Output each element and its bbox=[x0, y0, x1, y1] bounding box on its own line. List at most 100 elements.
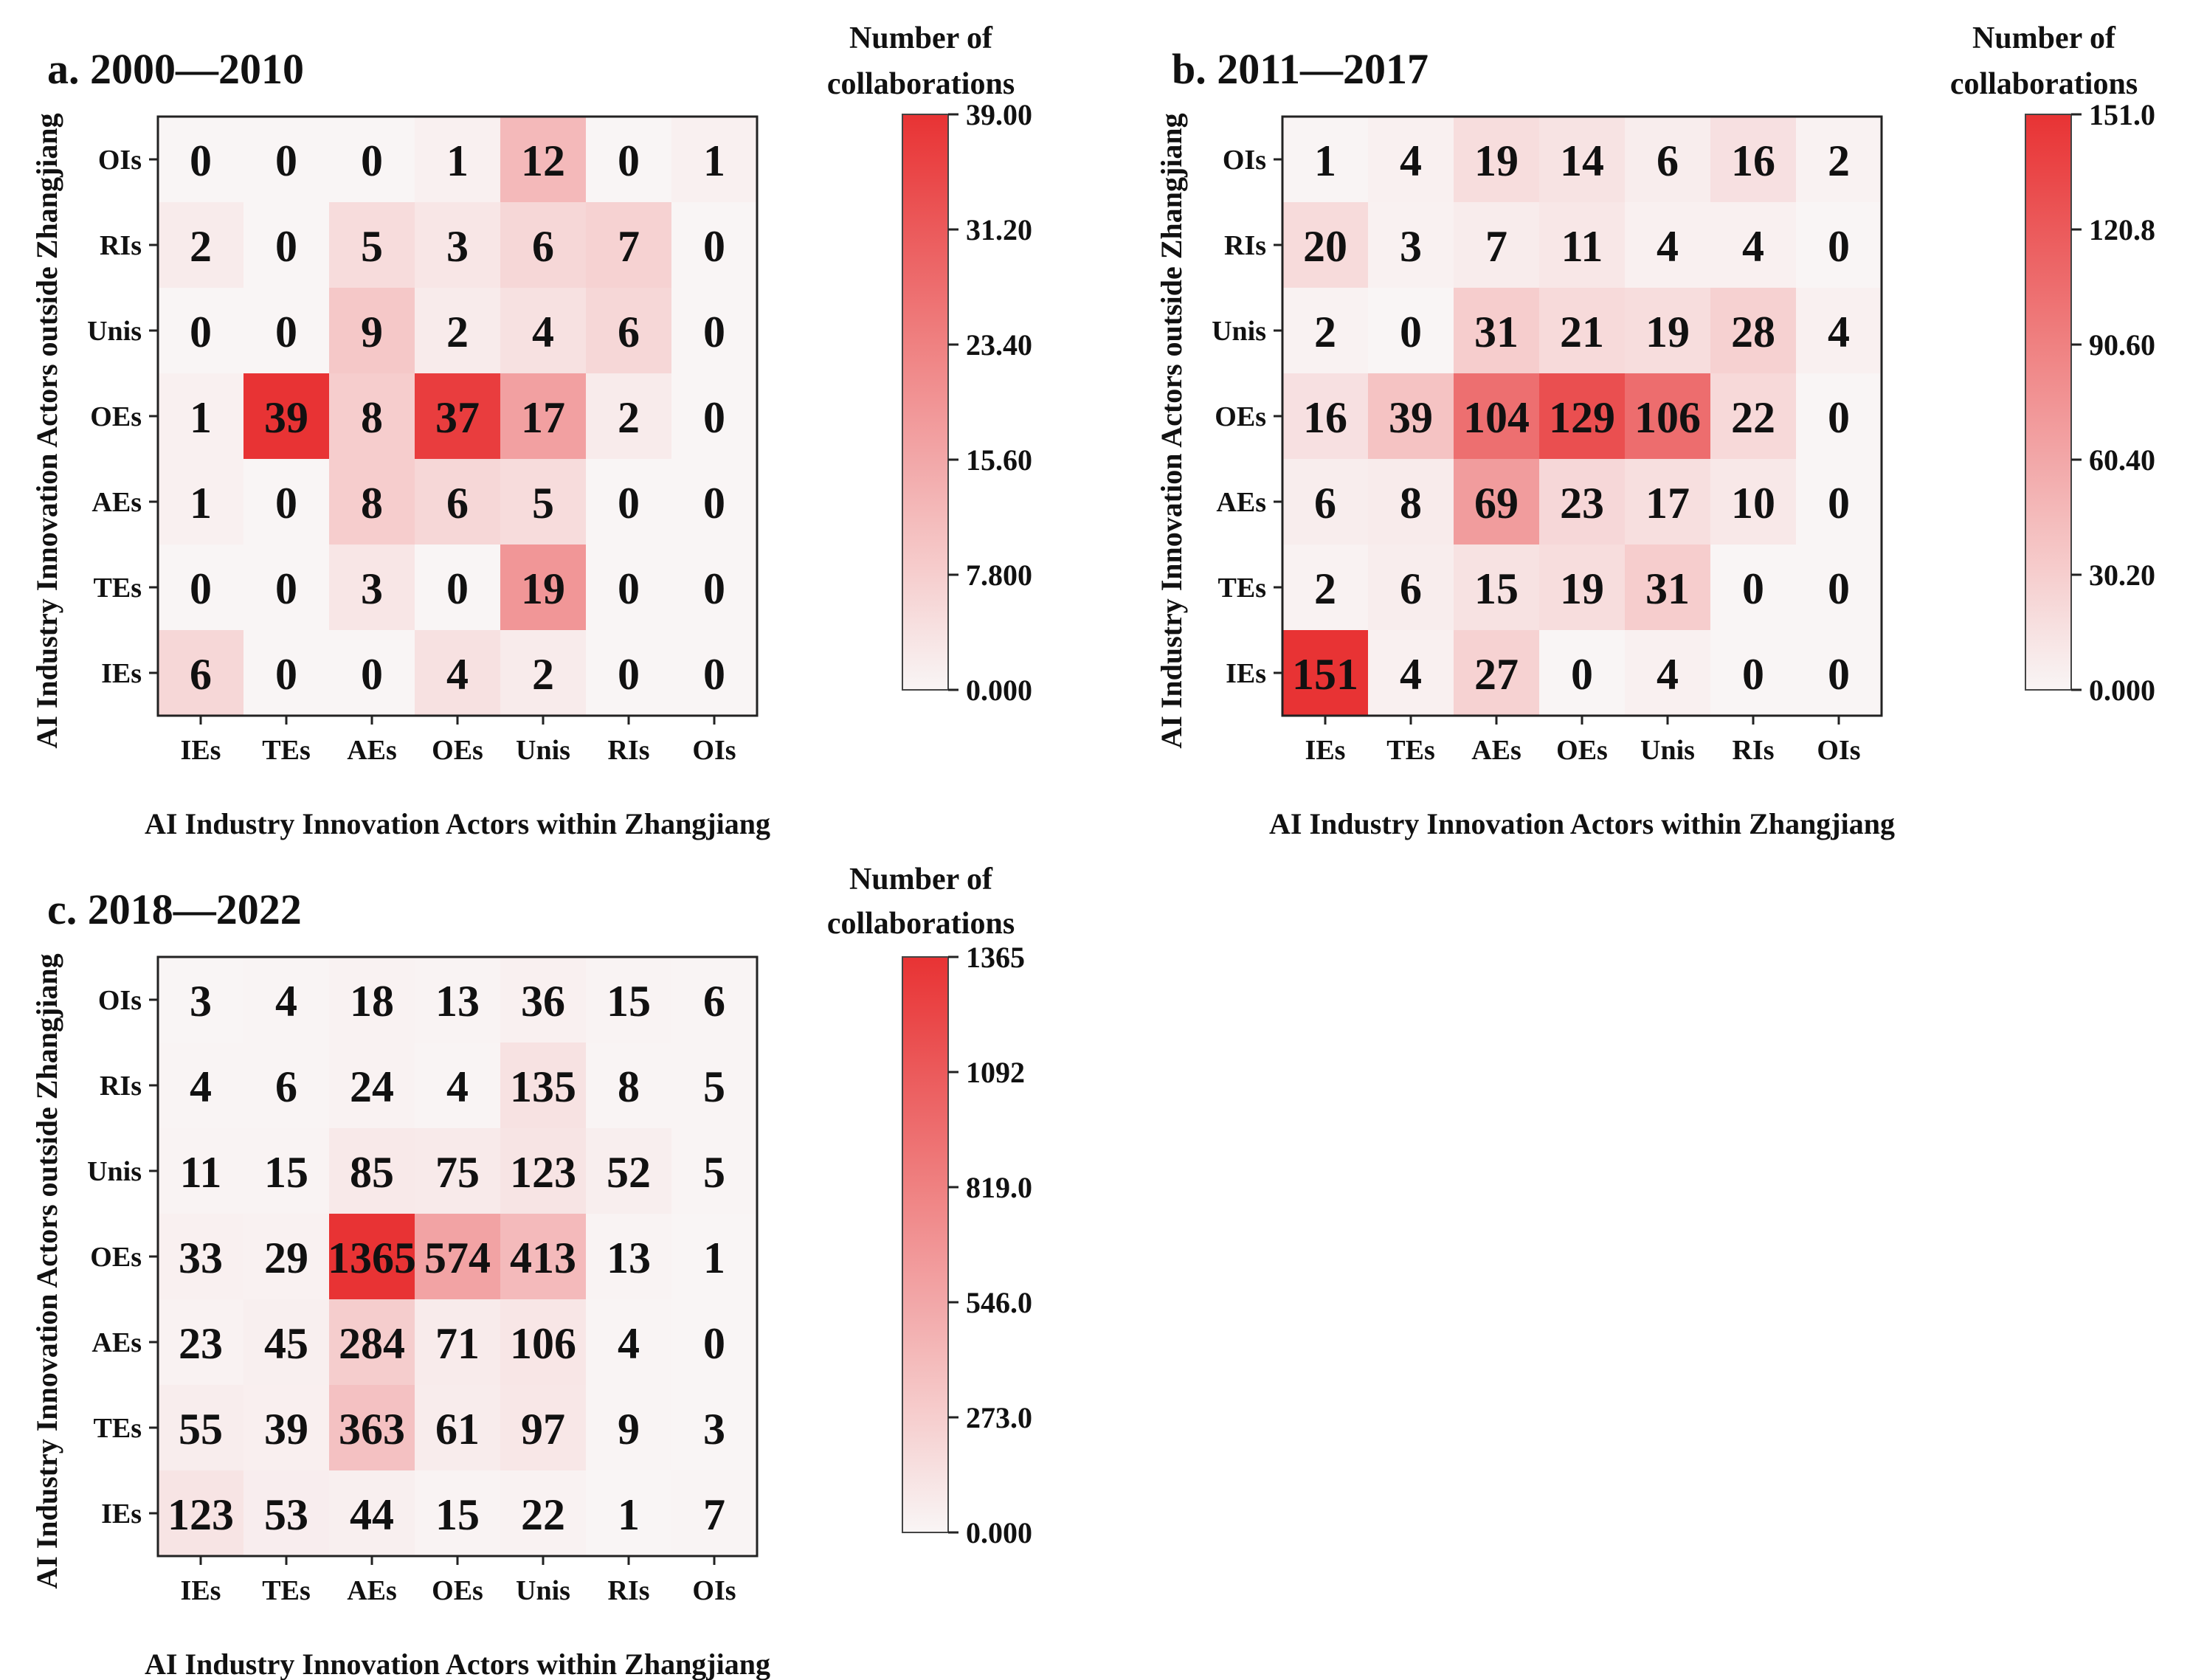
cell-value-label: 21 bbox=[1560, 308, 1604, 356]
heatmap-cell bbox=[500, 1299, 586, 1385]
heatmap-cell bbox=[158, 630, 243, 716]
heatmap-cell bbox=[671, 1214, 757, 1299]
heatmap-cell bbox=[1282, 630, 1368, 716]
cell-value-label: 6 bbox=[446, 479, 469, 528]
y-tick-label: AEs bbox=[91, 487, 142, 518]
heatmap-cell bbox=[586, 957, 671, 1043]
heatmap-cell bbox=[1282, 459, 1368, 545]
heatmap-cell bbox=[586, 288, 671, 373]
colorbar bbox=[2025, 114, 2072, 691]
cell-value-label: 6 bbox=[532, 222, 554, 271]
cell-value-label: 4 bbox=[1828, 308, 1850, 356]
colorbar-tick-label: 120.8 bbox=[2089, 213, 2155, 246]
x-tick-label: RIs bbox=[1732, 735, 1774, 766]
heatmap-cell bbox=[500, 1128, 586, 1214]
cell-value-label: 0 bbox=[1828, 393, 1850, 442]
cell-value-label: 3 bbox=[190, 977, 212, 1026]
cell-value-label: 0 bbox=[703, 222, 725, 271]
cell-value-label: 0 bbox=[618, 564, 640, 613]
heatmap-cell bbox=[1625, 630, 1710, 716]
heatmap-cell bbox=[329, 202, 415, 288]
cell-value-label: 20 bbox=[1303, 222, 1347, 271]
heatmap-cell bbox=[329, 117, 415, 202]
x-tick-label: TEs bbox=[262, 1575, 310, 1606]
cell-value-label: 0 bbox=[703, 1319, 725, 1368]
heatmap-cell bbox=[586, 117, 671, 202]
heatmap-cell bbox=[500, 288, 586, 373]
heatmap-cell bbox=[158, 202, 243, 288]
cell-value-label: 45 bbox=[264, 1319, 308, 1368]
heatmap-cell bbox=[1368, 545, 1454, 630]
y-tick-label: OEs bbox=[90, 401, 142, 432]
cell-value-label: 1 bbox=[190, 479, 212, 528]
cell-value-label: 0 bbox=[1828, 479, 1850, 528]
heatmap-cell bbox=[1539, 117, 1625, 202]
heatmap-cell bbox=[1710, 459, 1796, 545]
y-tick-label: OIs bbox=[98, 985, 142, 1016]
heatmap-cell bbox=[329, 1128, 415, 1214]
heatmap-cell bbox=[329, 1214, 415, 1299]
heatmap-cell bbox=[415, 545, 500, 630]
heatmap-cell bbox=[158, 1385, 243, 1470]
cell-value-label: 15 bbox=[607, 977, 651, 1026]
cell-value-label: 8 bbox=[361, 479, 383, 528]
colorbar-title: collaborations bbox=[827, 67, 1015, 101]
colorbar-tick-label: 0.000 bbox=[966, 674, 1032, 707]
cell-value-label: 1 bbox=[618, 1490, 640, 1539]
heatmap-cell bbox=[158, 1299, 243, 1385]
heatmap-cell bbox=[415, 288, 500, 373]
cell-value-label: 106 bbox=[1634, 393, 1701, 442]
cell-value-label: 2 bbox=[190, 222, 212, 271]
heatmap-cell bbox=[158, 117, 243, 202]
cell-value-label: 29 bbox=[264, 1234, 308, 1282]
heatmap-cell bbox=[243, 1043, 329, 1128]
cell-value-label: 2 bbox=[1314, 564, 1336, 613]
x-axis-label: AI Industry Innovation Actors within Zha… bbox=[1269, 807, 1895, 840]
cell-value-label: 69 bbox=[1474, 479, 1519, 528]
heatmap-cell bbox=[243, 1470, 329, 1556]
cell-value-label: 0 bbox=[190, 308, 212, 356]
y-tick-label: OEs bbox=[90, 1242, 142, 1273]
x-tick-label: AEs bbox=[347, 735, 397, 766]
cell-value-label: 3 bbox=[361, 564, 383, 613]
x-tick-label: Unis bbox=[516, 1575, 570, 1606]
heatmap-cell bbox=[1454, 288, 1539, 373]
heatmap-cell bbox=[1796, 459, 1882, 545]
heatmap-cell bbox=[1710, 202, 1796, 288]
cell-value-label: 6 bbox=[1314, 479, 1336, 528]
cell-value-label: 36 bbox=[521, 977, 565, 1026]
cell-value-label: 18 bbox=[350, 977, 394, 1026]
y-tick-label: OIs bbox=[1223, 145, 1266, 176]
cell-value-label: 0 bbox=[1828, 222, 1850, 271]
cell-value-label: 363 bbox=[339, 1405, 405, 1453]
cell-value-label: 0 bbox=[1742, 650, 1764, 699]
heatmap-cell bbox=[586, 545, 671, 630]
colorbar bbox=[902, 956, 949, 1533]
colorbar-tick-label: 15.60 bbox=[966, 443, 1032, 477]
cell-value-label: 123 bbox=[510, 1148, 576, 1197]
cell-value-label: 4 bbox=[1657, 650, 1679, 699]
heatmap-cell bbox=[671, 1385, 757, 1470]
cell-value-label: 31 bbox=[1474, 308, 1519, 356]
heatmap-cell bbox=[1710, 545, 1796, 630]
heatmap-cell bbox=[1368, 117, 1454, 202]
heatmap-cell bbox=[415, 1043, 500, 1128]
cell-value-label: 52 bbox=[607, 1148, 651, 1197]
cell-value-label: 10 bbox=[1731, 479, 1775, 528]
heatmap-cell bbox=[415, 1214, 500, 1299]
heatmap-cell bbox=[586, 373, 671, 459]
cell-value-label: 2 bbox=[1828, 136, 1850, 185]
heatmap-cell bbox=[1282, 545, 1368, 630]
colorbar-tick-label: 31.20 bbox=[966, 213, 1032, 246]
heatmap-cell bbox=[671, 288, 757, 373]
cell-value-label: 15 bbox=[264, 1148, 308, 1197]
cell-value-label: 4 bbox=[1400, 136, 1422, 185]
y-tick-label: IEs bbox=[1226, 658, 1266, 689]
cell-value-label: 1365 bbox=[328, 1234, 416, 1282]
cell-value-label: 0 bbox=[190, 136, 212, 185]
cell-value-label: 0 bbox=[1400, 308, 1422, 356]
cell-value-label: 11 bbox=[1561, 222, 1603, 271]
cell-value-label: 0 bbox=[703, 393, 725, 442]
heatmap-cell bbox=[415, 202, 500, 288]
